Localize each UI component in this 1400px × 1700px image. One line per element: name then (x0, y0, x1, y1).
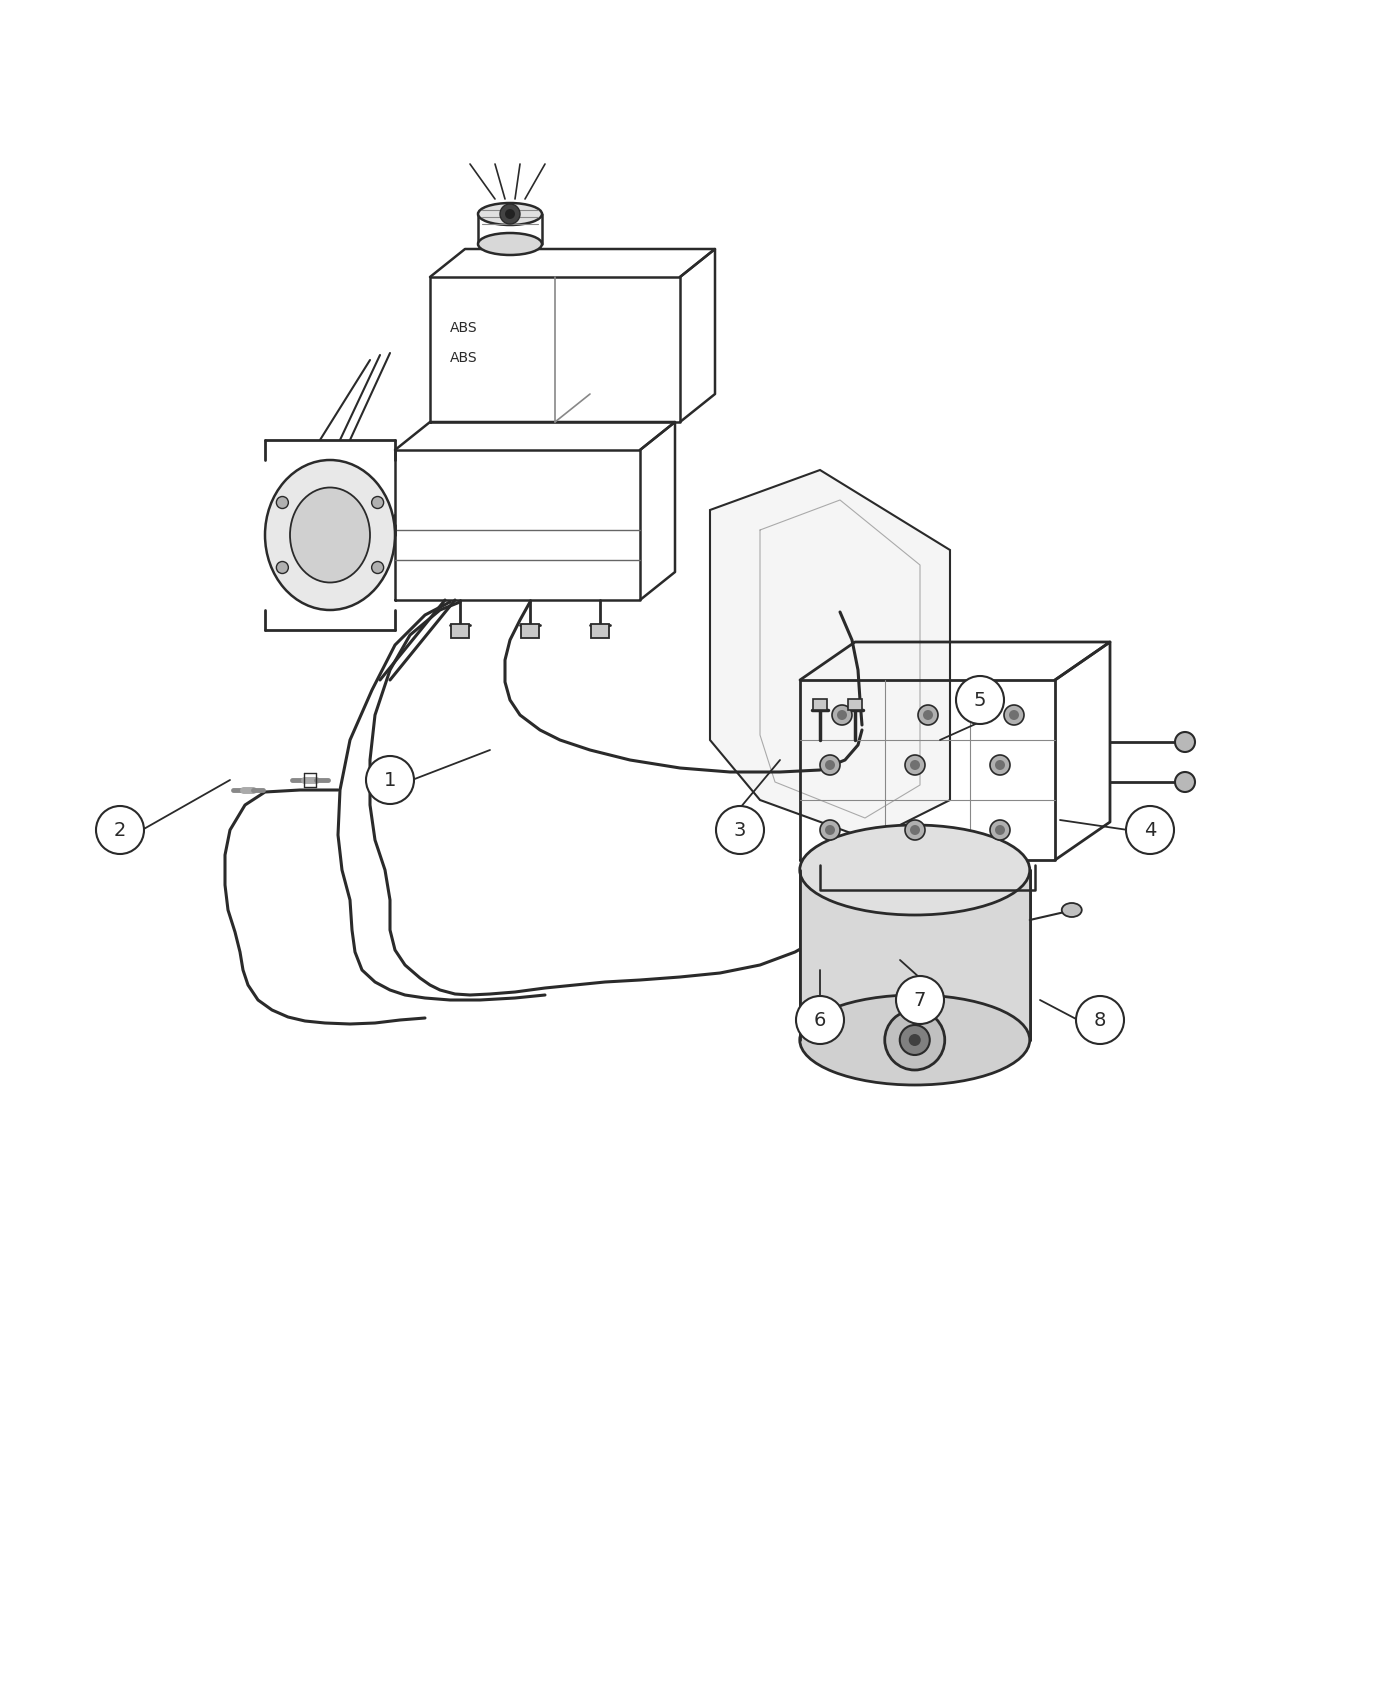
Circle shape (797, 996, 844, 1044)
Circle shape (896, 976, 944, 1023)
Circle shape (276, 561, 288, 573)
Text: 6: 6 (813, 1010, 826, 1030)
Circle shape (904, 755, 925, 775)
Circle shape (990, 819, 1009, 840)
Circle shape (820, 819, 840, 840)
Circle shape (918, 706, 938, 724)
Circle shape (885, 1010, 945, 1069)
Ellipse shape (290, 488, 370, 583)
Bar (799, 870, 1030, 1040)
Circle shape (995, 760, 1005, 770)
Circle shape (910, 824, 920, 835)
Bar (521, 624, 539, 638)
Bar (813, 699, 827, 711)
Circle shape (995, 824, 1005, 835)
Ellipse shape (477, 202, 542, 224)
Circle shape (1175, 772, 1196, 792)
Text: 1: 1 (384, 770, 396, 789)
Circle shape (97, 806, 144, 853)
Circle shape (500, 204, 519, 224)
Circle shape (956, 677, 1004, 724)
Ellipse shape (265, 461, 395, 610)
Polygon shape (710, 469, 951, 840)
Bar (848, 699, 862, 711)
Circle shape (1077, 996, 1124, 1044)
Circle shape (825, 760, 834, 770)
Circle shape (1004, 706, 1023, 724)
Circle shape (1009, 711, 1019, 721)
Circle shape (1175, 733, 1196, 751)
Circle shape (900, 1025, 930, 1056)
Circle shape (909, 1034, 921, 1046)
Text: ABS: ABS (449, 350, 477, 366)
Ellipse shape (799, 824, 1030, 915)
Circle shape (715, 806, 764, 853)
Circle shape (990, 755, 1009, 775)
Circle shape (825, 824, 834, 835)
Text: ABS: ABS (449, 321, 477, 335)
Circle shape (820, 755, 840, 775)
Ellipse shape (1061, 903, 1082, 916)
Circle shape (837, 711, 847, 721)
Circle shape (923, 711, 932, 721)
Text: 2: 2 (113, 821, 126, 840)
Text: 3: 3 (734, 821, 746, 840)
Circle shape (371, 496, 384, 508)
Circle shape (1126, 806, 1175, 853)
Bar (451, 624, 469, 638)
Circle shape (276, 496, 288, 508)
Circle shape (910, 760, 920, 770)
Text: 8: 8 (1093, 1010, 1106, 1030)
Text: 7: 7 (914, 991, 927, 1010)
Ellipse shape (477, 233, 542, 255)
Circle shape (365, 756, 414, 804)
Circle shape (904, 819, 925, 840)
Circle shape (832, 706, 853, 724)
Ellipse shape (799, 994, 1030, 1085)
Bar (591, 624, 609, 638)
Text: 5: 5 (974, 690, 986, 709)
Circle shape (371, 561, 384, 573)
Circle shape (505, 209, 515, 219)
Text: 4: 4 (1144, 821, 1156, 840)
